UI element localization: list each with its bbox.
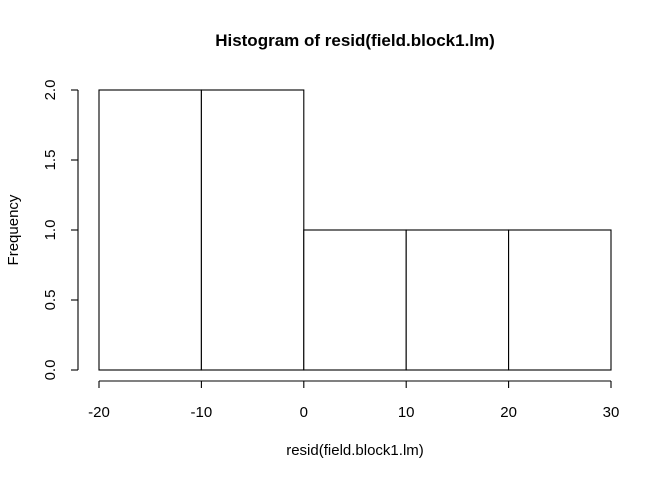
x-tick-label-2: 0 xyxy=(300,404,308,421)
y-tick-label-1: 0.5 xyxy=(42,290,59,311)
x-tick-label-1: -10 xyxy=(191,404,213,421)
bars-group xyxy=(98,89,612,371)
y-tick-label-0: 0.0 xyxy=(42,360,59,381)
x-tick-label-0: -20 xyxy=(88,404,110,421)
y-tick-label-3: 1.5 xyxy=(42,150,59,171)
y-tick-label-4: 2.0 xyxy=(42,80,59,101)
x-tick-label-3: 10 xyxy=(398,404,415,421)
y-axis: 0.0 0.5 1.0 1.5 2.0 xyxy=(42,80,79,381)
histogram-bar-4 xyxy=(508,229,612,371)
x-tick-label-4: 20 xyxy=(500,404,517,421)
x-axis-title: resid(field.block1.lm) xyxy=(286,442,424,459)
x-axis: -20 -10 0 10 20 30 xyxy=(88,380,620,421)
y-axis-title: Frequency xyxy=(5,194,22,265)
chart-title: Histogram of resid(field.block1.lm) xyxy=(215,31,495,50)
histogram-bar-3 xyxy=(405,229,510,371)
histogram-bar-2 xyxy=(303,229,407,371)
histogram-bar-0 xyxy=(98,89,202,371)
y-tick-label-2: 1.0 xyxy=(42,220,59,241)
x-tick-label-5: 30 xyxy=(603,404,620,421)
histogram-bar-1 xyxy=(200,89,305,371)
